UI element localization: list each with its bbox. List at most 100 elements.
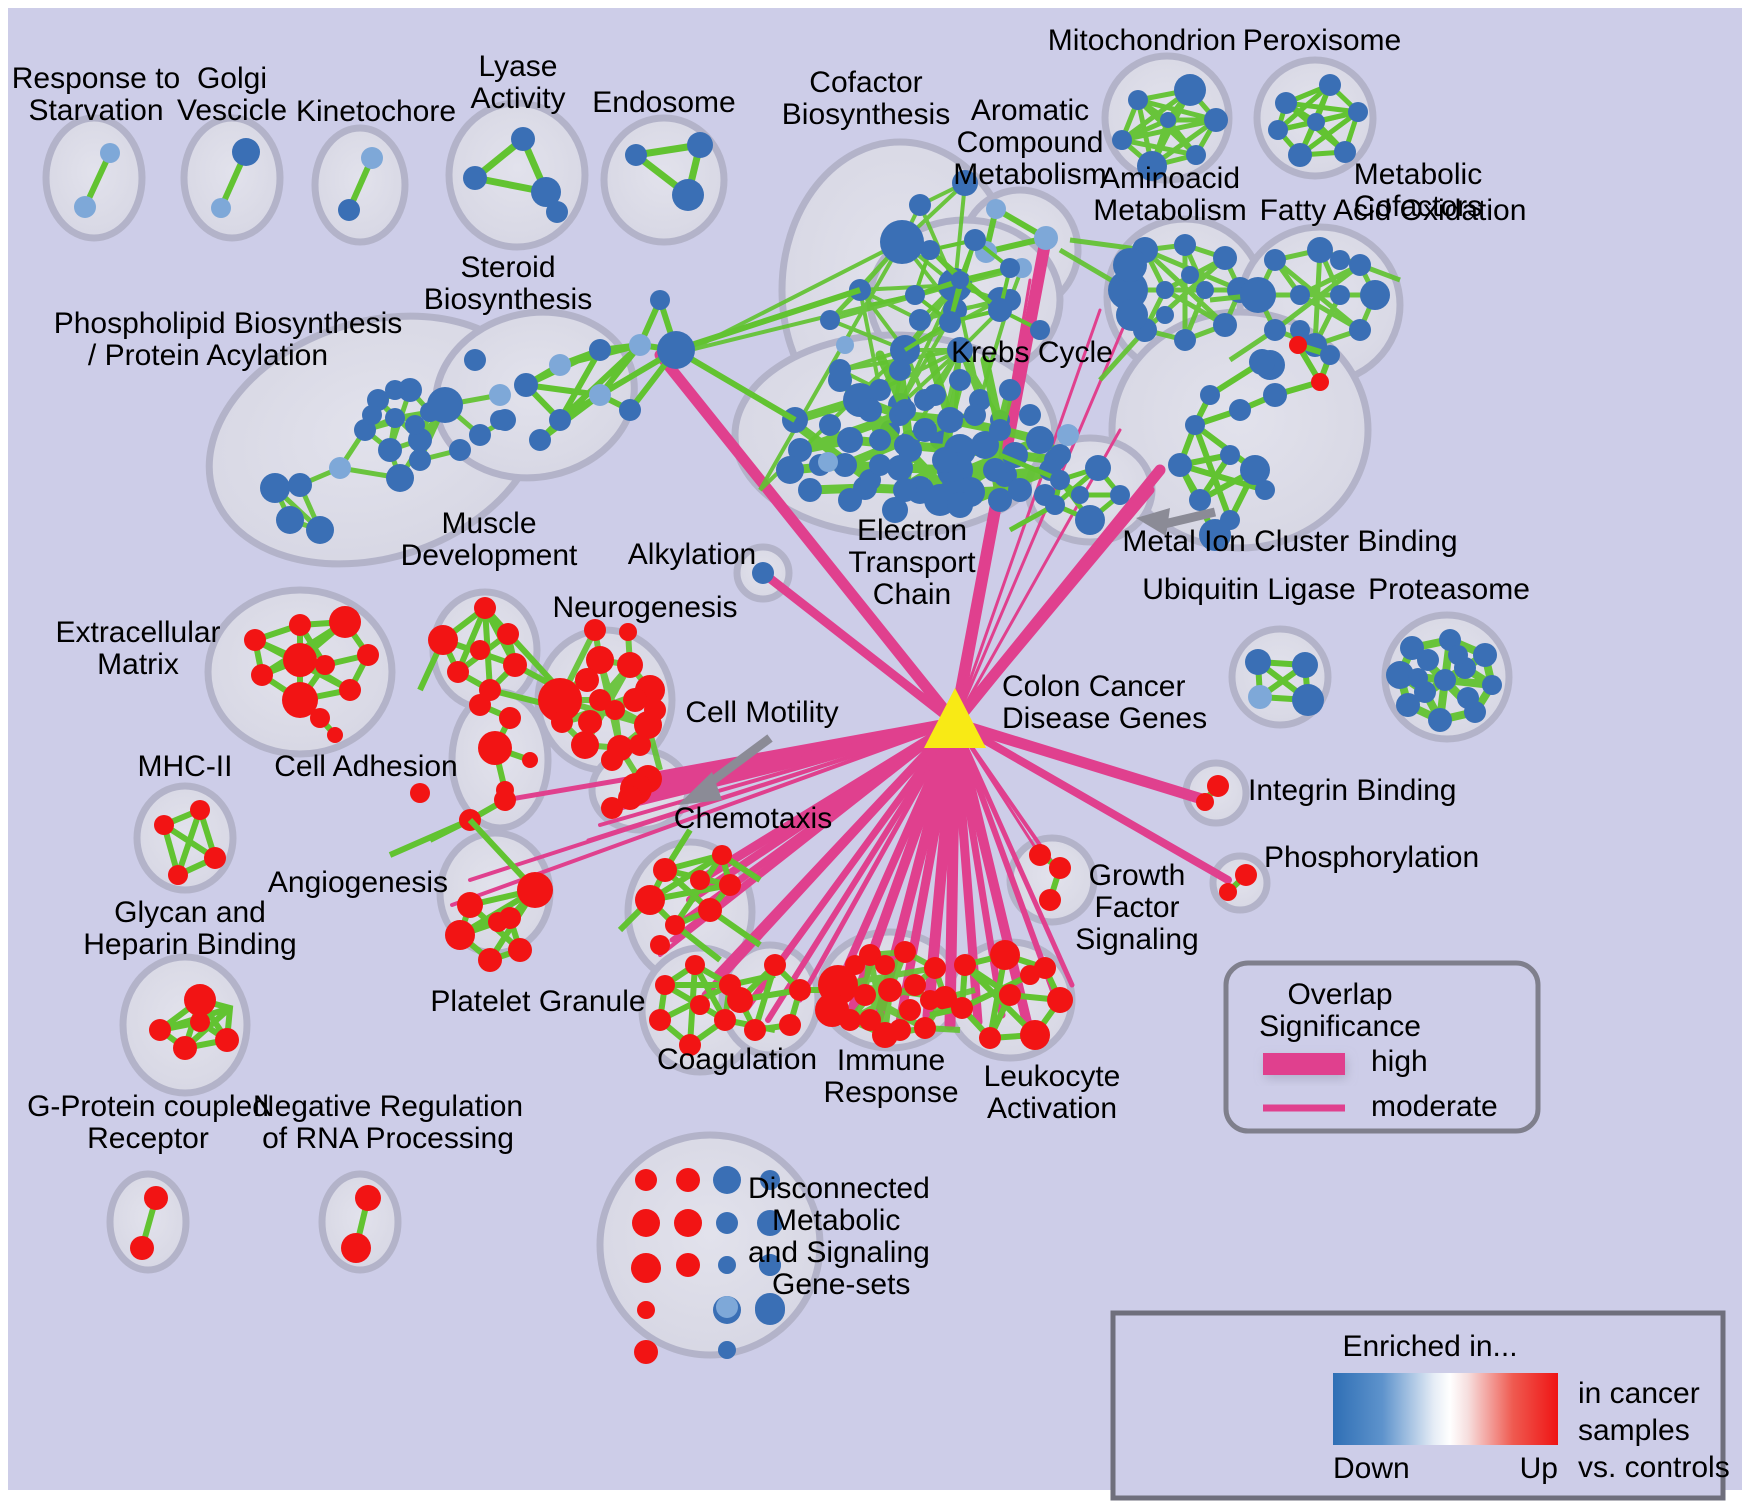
cluster-metal-ion-cluster-binding	[999, 452, 1130, 535]
legend-overlap-significance: Overlap Significance high moderate	[1223, 960, 1541, 1134]
legend-enriched-in: Enriched in... Down Up in cancer samples…	[1110, 1310, 1730, 1501]
cluster-neurogenesis	[538, 619, 666, 782]
label-aminoacid-l1: Aminoacid	[1100, 162, 1240, 195]
label-aromatic-l3: Metabolism	[953, 158, 1106, 191]
legend-overlap-title-l2: Significance	[1259, 1010, 1421, 1043]
label-disconnected-l2: Metabolic	[772, 1204, 900, 1237]
label-phospholipid-l1: Phospholipid Biosynthesis	[54, 307, 403, 340]
cluster-steroid-biosynthesis	[464, 287, 861, 451]
cluster-neg-reg-rna-processing	[341, 1185, 381, 1263]
legend-overlap-high-label: high	[1371, 1045, 1428, 1078]
cluster-gpcr	[130, 1186, 168, 1260]
cluster-leukocyte-activation	[929, 940, 1073, 1050]
label-disconnected-l4: Gene-sets	[772, 1268, 910, 1301]
label-disconnected-l3: and Signaling	[748, 1236, 930, 1269]
legend-down-label: Down	[1333, 1452, 1410, 1485]
cluster-aminoacid-metabolism	[1058, 234, 1253, 382]
label-aminoacid-l2: Metabolism	[1093, 194, 1246, 227]
cell-motility-arrow-icon	[678, 734, 773, 805]
label-nrrp-l1: Negative Regulation	[253, 1090, 523, 1123]
nodes-small-blue	[74, 138, 383, 221]
legend-swatch-high	[1263, 1053, 1345, 1075]
label-glycan-l2: Heparin Binding	[83, 928, 296, 961]
label-lyase-activity-l2: Activity	[470, 82, 565, 115]
label-golgi-vescicle-l1: Golgi	[197, 62, 267, 95]
hub-label-line2: Disease Genes	[1002, 702, 1207, 735]
label-glycan-l1: Glycan and	[114, 896, 266, 929]
legend-overlap-box	[1223, 960, 1541, 1134]
label-aromatic-l2: Compound	[957, 126, 1104, 159]
label-cofactor-biosynthesis-l2: Biosynthesis	[782, 98, 950, 131]
cluster-growth-factor-signaling	[1029, 844, 1071, 911]
cluster-disconnected-gene-sets	[631, 1166, 785, 1364]
label-mitochondrion: Mitochondrion	[1048, 24, 1236, 57]
label-ubiquitin-ligase: Ubiquitin Ligase	[1142, 573, 1355, 606]
legend-up-label: Up	[1520, 1452, 1558, 1485]
cluster-labels: Response to Starvation Golgi Vescicle Ki…	[12, 24, 1530, 1301]
label-metabolic-cofactors-l2: Cofactors	[1354, 190, 1482, 223]
legend-enriched-title: Enriched in...	[1342, 1330, 1517, 1363]
label-cofactor-biosynthesis-l1: Cofactor	[809, 66, 922, 99]
label-golgi-vescicle-l2: Vescicle	[177, 94, 287, 127]
metal-ion-arrow-icon	[1136, 507, 1217, 536]
cluster-ubiquitin-ligase	[1245, 649, 1324, 716]
label-metabolic-cofactors-l1: Metabolic	[1354, 158, 1482, 191]
label-disconnected-l1: Disconnected	[748, 1172, 930, 1205]
cluster-peroxisome	[1268, 74, 1368, 167]
label-etc-l3: Chain	[873, 578, 951, 611]
label-steroid-l2: Biosynthesis	[424, 283, 592, 316]
label-angiogenesis: Angiogenesis	[268, 866, 448, 899]
cluster-integrin-binding	[1196, 775, 1229, 811]
label-mhc-ii: MHC-II	[138, 750, 233, 783]
label-alkylation: Alkylation	[628, 538, 756, 571]
cluster-chemotaxis	[617, 828, 762, 963]
label-extracellular-matrix-l2: Matrix	[97, 648, 179, 681]
annotation-arrows	[678, 507, 1217, 805]
bubble-metabolic-cofactors	[1108, 308, 1372, 552]
label-coagulation: Coagulation	[657, 1043, 817, 1076]
cluster-angiogenesis	[445, 817, 553, 972]
hub-node-triangle[interactable]	[924, 688, 986, 748]
label-lyase-activity-l1: Lyase	[479, 50, 558, 83]
label-nrrp-l2: of RNA Processing	[262, 1122, 514, 1155]
label-chemotaxis: Chemotaxis	[674, 802, 832, 835]
cluster-immune-response	[815, 941, 976, 1048]
label-gpcr-l1: G-Protein coupled	[27, 1090, 269, 1123]
label-krebs-cycle: Krebs Cycle	[951, 336, 1113, 369]
label-neurogenesis: Neurogenesis	[552, 591, 737, 624]
cluster-phospholipid-biosynthesis	[260, 378, 516, 544]
label-immune-response-l2: Response	[823, 1076, 958, 1109]
cluster-electron-transport-chain	[776, 350, 1079, 523]
label-response-to-starvation-l1: Response to	[12, 62, 180, 95]
cluster-metabolic-cofactors	[1168, 336, 1340, 551]
label-response-to-starvation-l2: Starvation	[28, 94, 163, 127]
legend-side-l3: vs. controls	[1578, 1451, 1730, 1484]
label-gpcr-l2: Receptor	[87, 1122, 209, 1155]
label-fatty-acid-oxidation: Fatty Acid Oxidation	[1260, 194, 1527, 227]
cluster-glycan-heparin-binding	[149, 984, 239, 1060]
label-phosphorylation: Phosphorylation	[1264, 841, 1479, 874]
label-extracellular-matrix-l1: Extracellular	[55, 616, 220, 649]
label-leukocyte-l1: Leukocyte	[984, 1060, 1121, 1093]
hub-edges-high	[450, 232, 1232, 1040]
label-kinetochore: Kinetochore	[296, 95, 456, 128]
cluster-phosphorylation	[1219, 864, 1257, 901]
label-muscle-dev-l2: Development	[401, 539, 578, 572]
label-phospholipid-l2: / Protein Acylation	[88, 339, 328, 372]
label-etc-l2: Transport	[848, 546, 976, 579]
hub-label-line1: Colon Cancer	[1002, 670, 1185, 703]
cluster-cell-adhesion	[388, 694, 538, 858]
label-muscle-dev-l1: Muscle	[441, 507, 536, 540]
label-aromatic-l1: Aromatic	[971, 94, 1089, 127]
legend-colorbar	[1333, 1373, 1558, 1445]
label-steroid-l1: Steroid	[460, 251, 555, 284]
label-cell-motility: Cell Motility	[685, 696, 838, 729]
label-leukocyte-l2: Activation	[987, 1092, 1117, 1125]
label-immune-response-l1: Immune	[837, 1044, 945, 1077]
bubble-response-to-starvation	[42, 114, 146, 242]
cluster-mhc-ii	[154, 800, 226, 885]
cluster-extracellular-matrix	[244, 606, 379, 743]
cluster-mitochondrion	[1112, 74, 1228, 181]
legend-overlap-title-l1: Overlap	[1287, 978, 1392, 1011]
